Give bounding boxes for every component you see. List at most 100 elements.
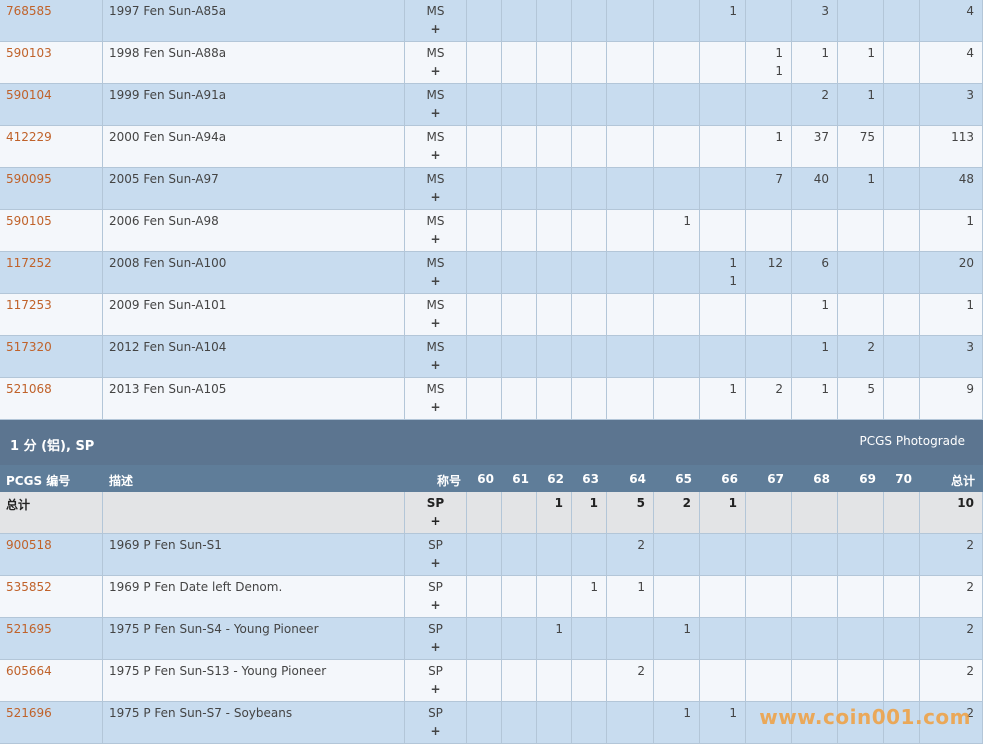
table-cell: 535852: [0, 576, 103, 618]
pcgs-number[interactable]: 900518: [6, 538, 52, 552]
table-cell: 1: [537, 492, 572, 534]
table-cell: [792, 618, 838, 660]
header-text: 60: [477, 472, 494, 486]
table-cell: [467, 252, 502, 294]
pcgs-number[interactable]: 590105: [6, 214, 52, 228]
count: 1: [775, 64, 783, 78]
pcgs-number[interactable]: 517320: [6, 340, 52, 354]
table-cell: [502, 618, 537, 660]
table-cell: 1: [700, 0, 746, 42]
table-cell: [838, 534, 884, 576]
table-cell: [467, 378, 502, 420]
table-cell: [700, 84, 746, 126]
column-header: 67: [746, 465, 792, 492]
header-text: 62: [547, 472, 564, 486]
count: 10: [957, 496, 974, 510]
table-cell: [537, 168, 572, 210]
table-cell: [654, 294, 700, 336]
pcgs-number[interactable]: 117253: [6, 298, 52, 312]
table-cell: SP +: [405, 702, 467, 744]
table-cell: [607, 702, 654, 744]
pcgs-number[interactable]: 590104: [6, 88, 52, 102]
table-cell: 517320: [0, 336, 103, 378]
description: 2012 Fen Sun-A104: [109, 340, 227, 354]
plus: +: [430, 598, 441, 612]
table-cell: MS +: [405, 378, 467, 420]
designation: MS: [426, 214, 445, 228]
description: 1975 P Fen Sun-S7 - Soybeans: [109, 706, 293, 720]
designation: MS: [426, 130, 445, 144]
pcgs-number[interactable]: 412229: [6, 130, 52, 144]
pcgs-number: 总计: [6, 498, 31, 512]
table-cell: 1: [746, 126, 792, 168]
count: 1: [729, 382, 737, 396]
description: 1975 P Fen Sun-S4 - Young Pioneer: [109, 622, 319, 636]
table-cell: [746, 294, 792, 336]
pcgs-number[interactable]: 521068: [6, 382, 52, 396]
header-text: 63: [582, 472, 599, 486]
pcgs-number[interactable]: 521695: [6, 622, 52, 636]
count: 5: [636, 496, 645, 510]
table-cell: [746, 702, 792, 744]
photograde-link[interactable]: PCGS Photograde: [859, 434, 965, 448]
count: 1: [589, 496, 598, 510]
column-header: 65: [654, 465, 700, 492]
pcgs-number[interactable]: 521696: [6, 706, 52, 720]
pcgs-number[interactable]: 590103: [6, 46, 52, 60]
pcgs-number[interactable]: 605664: [6, 664, 52, 678]
table-cell: [884, 84, 920, 126]
header-text: 64: [629, 472, 646, 486]
table-cell: 117253: [0, 294, 103, 336]
table-cell: 2006 Fen Sun-A98: [103, 210, 405, 252]
table-cell: [467, 576, 502, 618]
table-cell: 1969 P Fen Sun-S1: [103, 534, 405, 576]
header-text: 70: [895, 472, 912, 486]
table-cell: 48: [920, 168, 983, 210]
table-cell: 1: [654, 210, 700, 252]
table-cell: [884, 576, 920, 618]
count: 3: [966, 88, 974, 102]
table-cell: [654, 84, 700, 126]
pcgs-number[interactable]: 117252: [6, 256, 52, 270]
header-text: 69: [859, 472, 876, 486]
table-cell: [537, 576, 572, 618]
table-cell: [654, 576, 700, 618]
table-cell: [838, 702, 884, 744]
column-header: 70: [884, 465, 920, 492]
table-cell: [884, 210, 920, 252]
pcgs-number[interactable]: 768585: [6, 4, 52, 18]
table-cell: 521068: [0, 378, 103, 420]
header-text: 称号: [436, 474, 461, 488]
table-cell: 2013 Fen Sun-A105: [103, 378, 405, 420]
column-header: PCGS 编号: [0, 465, 103, 492]
table-cell: 5: [838, 378, 884, 420]
table-cell: 20: [920, 252, 983, 294]
pcgs-number[interactable]: 590095: [6, 172, 52, 186]
table-cell: 40: [792, 168, 838, 210]
table-cell: [700, 210, 746, 252]
column-header: 62: [537, 465, 572, 492]
table-cell: [700, 618, 746, 660]
table-cell: 1: [572, 492, 607, 534]
table-cell: [700, 534, 746, 576]
count: 2: [775, 382, 783, 396]
table-cell: [838, 660, 884, 702]
table-cell: SP +: [405, 492, 467, 534]
table-cell: 1: [700, 492, 746, 534]
table-cell: 总计: [0, 492, 103, 534]
table-cell: [607, 210, 654, 252]
table-cell: 2: [654, 492, 700, 534]
designation: SP: [428, 664, 443, 678]
table-cell: [607, 0, 654, 42]
table-cell: 2012 Fen Sun-A104: [103, 336, 405, 378]
table-cell: MS +: [405, 126, 467, 168]
designation: SP: [426, 496, 445, 510]
count: 2: [966, 706, 974, 720]
pcgs-number[interactable]: 535852: [6, 580, 52, 594]
table-cell: 1975 P Fen Sun-S4 - Young Pioneer: [103, 618, 405, 660]
table-cell: [700, 42, 746, 84]
table-cell: [792, 534, 838, 576]
table-cell: [700, 336, 746, 378]
table-cell: [700, 576, 746, 618]
table-cell: MS +: [405, 168, 467, 210]
